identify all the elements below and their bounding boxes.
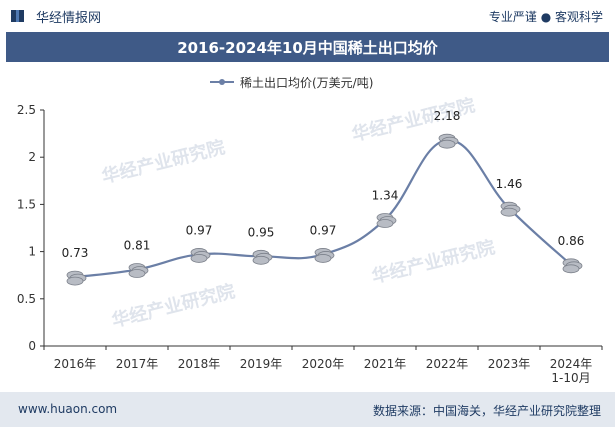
- chart-title: 2016-2024年10月中国稀土出口均价: [177, 39, 438, 57]
- y-tick-label: 2.5: [17, 103, 36, 117]
- x-tick-label: 2022年: [426, 357, 469, 371]
- x-tick-label: 2019年: [240, 357, 283, 371]
- data-source: 数据来源：中国海关，华经产业研究院整理: [372, 404, 601, 418]
- x-tick-label: 1-10月: [551, 371, 590, 385]
- x-tick-label: 2023年: [488, 357, 531, 371]
- data-point: [314, 248, 335, 263]
- x-tick-label: 2024年: [550, 357, 593, 371]
- data-point: [562, 258, 583, 274]
- slogan: 专业严谨 ● 客观科学: [488, 10, 603, 24]
- data-label: 0.95: [248, 225, 275, 239]
- x-tick-label: 2021年: [364, 357, 407, 371]
- y-tick-label: 1: [28, 245, 36, 259]
- data-point: [190, 248, 211, 263]
- data-label: 1.34: [372, 189, 399, 203]
- y-tick-label: 0: [28, 339, 36, 353]
- data-point: [66, 270, 87, 286]
- data-point: [128, 263, 149, 278]
- y-tick-label: 1.5: [17, 197, 36, 211]
- legend-marker: [219, 79, 225, 85]
- data-point: [252, 249, 273, 265]
- title-bar: 2016-2024年10月中国稀土出口均价: [6, 32, 609, 62]
- data-label: 0.97: [186, 223, 213, 237]
- footer-url[interactable]: www.huaon.com: [18, 402, 118, 416]
- logo-icon: [11, 10, 24, 22]
- footer: www.huaon.com 数据来源：中国海关，华经产业研究院整理: [0, 392, 615, 427]
- brand-name: 华经情报网: [36, 11, 102, 26]
- data-label: 0.81: [124, 239, 151, 253]
- top-bar: 华经情报网 专业严谨 ● 客观科学: [0, 0, 615, 32]
- data-point: [438, 133, 459, 149]
- legend-label: 稀土出口均价(万美元/吨): [240, 76, 373, 90]
- data-label: 1.46: [496, 177, 523, 191]
- line-chart: 稀土出口均价(万美元/吨) 0 0.5 1 1.5 2 2.5 2016年 2017年 2018年…: [17, 76, 603, 385]
- data-point: [376, 213, 397, 228]
- data-point: [500, 201, 521, 217]
- y-tick-label: 2: [28, 150, 36, 164]
- x-tick-label: 2018年: [178, 357, 221, 371]
- y-tick-label: 0.5: [17, 292, 36, 306]
- x-tick-label: 2020年: [302, 357, 345, 371]
- data-label: 0.97: [310, 223, 337, 237]
- x-tick-label: 2016年: [54, 357, 97, 371]
- x-tick-label: 2017年: [116, 357, 159, 371]
- data-label: 2.18: [434, 109, 461, 123]
- series-line: [74, 139, 572, 279]
- data-label: 0.73: [62, 246, 89, 260]
- data-label: 0.86: [558, 234, 585, 248]
